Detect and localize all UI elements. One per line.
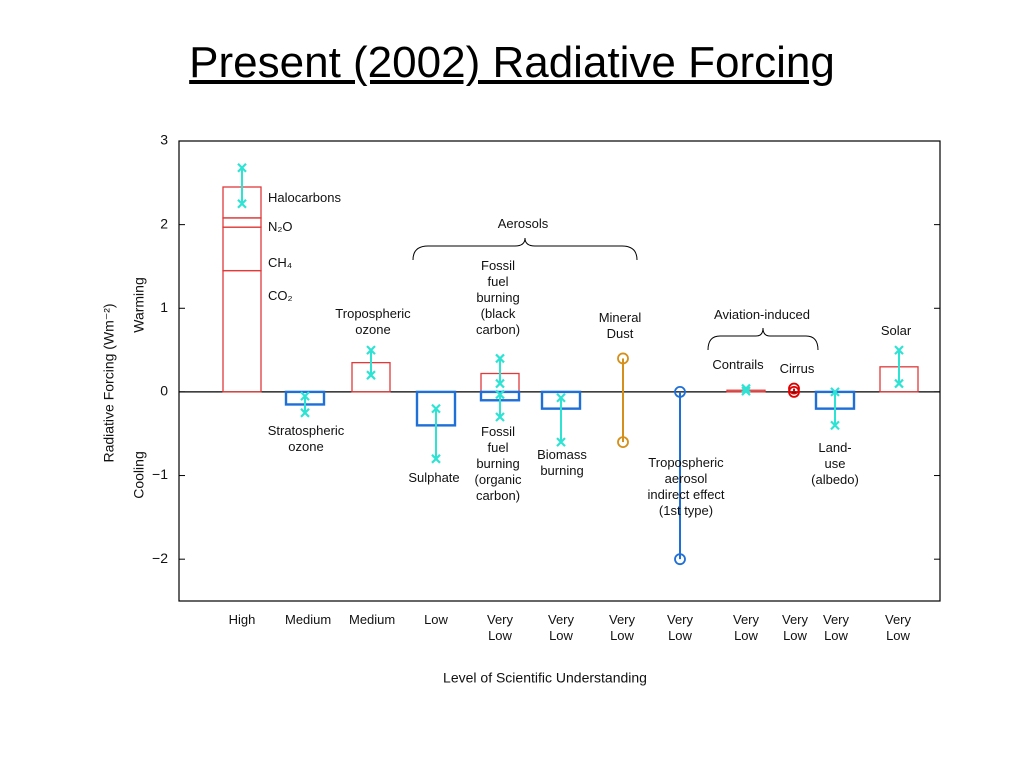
range-marker (495, 353, 505, 364)
group-label: Aviation-induced (714, 307, 810, 322)
range-marker (788, 386, 800, 398)
range-marker (495, 389, 505, 400)
x-tick-label: Low (424, 612, 448, 627)
range-marker (366, 370, 376, 380)
forcing-label: Solar (880, 323, 912, 338)
segment-label: CH₄ (268, 255, 293, 270)
range-marker (741, 386, 751, 396)
forcing-label: Tropospheric ozone (335, 306, 411, 337)
range-marker (894, 345, 904, 355)
range-marker (894, 378, 904, 389)
forcing-label: Land-use (albedo) (811, 440, 859, 487)
range-marker (237, 198, 247, 209)
range-marker (830, 420, 840, 431)
forcing-label: Biomass burning (537, 447, 587, 478)
x-tick-label: Very Low (608, 612, 635, 643)
segment-label: Halocarbons (268, 190, 341, 205)
range-marker (556, 392, 566, 403)
range-marker (617, 352, 629, 365)
aviation-brace (707, 327, 819, 351)
range-marker (431, 403, 441, 414)
segment-label: CO₂ (268, 288, 293, 303)
forcing-label: Tropospheric aerosol indirect effect (1s… (647, 455, 725, 518)
range-marker (617, 436, 629, 448)
y-tick-label: 0 (160, 383, 168, 399)
y-tick-label: 2 (160, 215, 168, 231)
forcing-label: Contrails (712, 357, 764, 372)
range-marker (741, 383, 751, 394)
range-marker (300, 408, 310, 418)
range-marker (366, 345, 376, 355)
x-tick-label: Medium (349, 612, 396, 627)
y-tick-label: 1 (160, 299, 168, 315)
slide-title: Present (2002) Radiative Forcing (189, 38, 835, 87)
range-marker (300, 391, 310, 401)
cooling-label: Cooling (131, 451, 147, 498)
bar-segment (222, 269, 262, 393)
range-marker (830, 387, 840, 397)
x-tick-label: Very Low (732, 612, 759, 643)
x-tick-label: Very Low (666, 612, 693, 643)
plot-frame (178, 140, 941, 602)
group-label: Aerosols (497, 216, 549, 231)
range-marker (674, 386, 686, 398)
forcing-label: Stratospheric ozone (267, 423, 345, 454)
y-axis-label: Radiative Forcing (Wm⁻²) (101, 303, 117, 462)
forcing-label: Mineral Dust (598, 310, 642, 341)
y-tick-label: −2 (152, 550, 168, 566)
x-tick-label: High (228, 612, 256, 627)
range-marker (431, 454, 441, 464)
x-tick-label: Very Low (781, 612, 808, 643)
bar-segment (222, 217, 262, 228)
forcing-label: Cirrus (779, 361, 815, 376)
x-tick-label: Medium (285, 612, 332, 627)
aerosols-brace (412, 237, 638, 261)
range-marker (237, 162, 247, 173)
range-marker (495, 412, 505, 422)
forcing-label: Sulphate (408, 470, 460, 485)
warming-label: Warming (131, 277, 147, 333)
forcing-label: Fossil fuel burning (black carbon) (475, 258, 521, 337)
range-marker (556, 437, 566, 447)
range-marker (674, 553, 686, 566)
x-tick-label: Very Low (486, 612, 513, 643)
forcing-label: Fossil fuel burning (organic carbon) (474, 424, 522, 503)
y-tick-label: 3 (160, 132, 168, 148)
bar-segment (222, 226, 262, 272)
x-tick-label: Very Low (884, 612, 911, 643)
x-tick-label: Very Low (822, 612, 849, 643)
y-tick-label: −1 (152, 466, 168, 482)
segment-label: N₂O (268, 219, 293, 234)
x-tick-label: Very Low (547, 612, 574, 643)
x-axis-label: Level of Scientific Understanding (443, 670, 647, 686)
range-marker (788, 382, 800, 395)
range-marker (495, 378, 505, 389)
